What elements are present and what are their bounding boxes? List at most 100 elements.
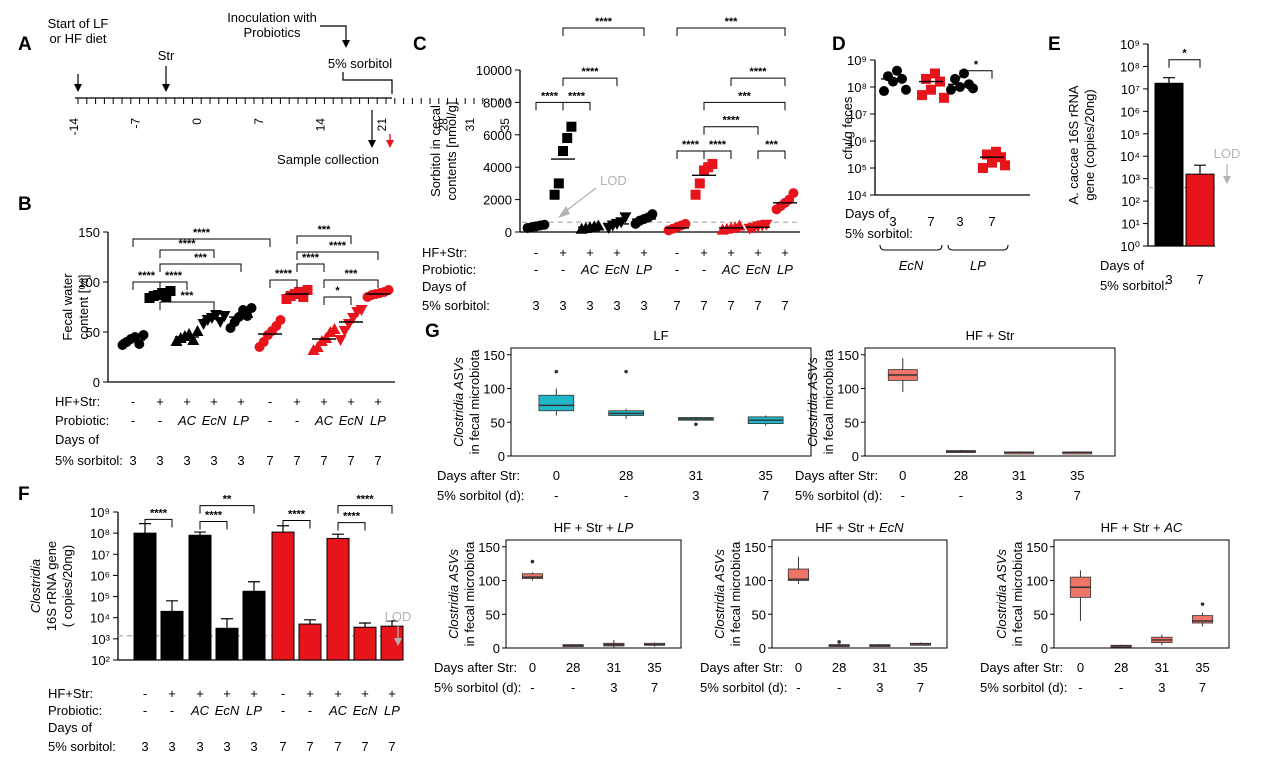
significance-label: **** <box>581 66 599 78</box>
days-value: 3 <box>210 453 217 468</box>
data-point <box>549 189 560 200</box>
data-point <box>647 209 658 220</box>
y-axis-label: cfu/g feces <box>840 96 855 159</box>
significance-label: **** <box>595 16 613 28</box>
days-value: 7 <box>266 453 273 468</box>
sorbitol-day-label: 3 <box>1015 488 1022 503</box>
bar <box>271 531 295 661</box>
x-tick-label: 0 <box>529 660 536 675</box>
bar <box>188 534 212 661</box>
error-bar <box>386 620 398 627</box>
significance-bracket <box>132 281 161 290</box>
probiotic-value: - <box>295 413 299 428</box>
y-tick-label: 10⁸ <box>90 526 110 541</box>
probiotic-value: - <box>675 262 679 277</box>
arrow-sample-d31-head <box>368 140 376 148</box>
x-tick-label: 28 <box>954 468 968 483</box>
panel-letter-f: F <box>18 484 30 505</box>
significance-bracket <box>703 126 759 135</box>
y-tick-label: 10⁴ <box>90 611 110 626</box>
probiotic-value: - <box>170 703 174 718</box>
hfstr-value: + <box>613 245 621 260</box>
y-tick-label: 8000 <box>483 95 512 110</box>
significance-label: **** <box>193 227 211 239</box>
significance-label: *** <box>181 290 195 302</box>
probiotic-value: - <box>143 703 147 718</box>
significance-bracket <box>959 70 993 79</box>
y-axis-label: Clostridia ASVsin fecal microbiota <box>712 541 743 647</box>
significance-label: **** <box>356 494 374 506</box>
significance-bracket <box>132 238 271 247</box>
significance-bracket <box>323 279 379 288</box>
hfstr-value: + <box>374 394 382 409</box>
probiotic-value: LP <box>233 413 249 428</box>
significance-bracket <box>562 27 645 36</box>
panel-letter-e: E <box>1048 34 1061 55</box>
x-tick-label: 35 <box>1070 468 1084 483</box>
bar <box>242 590 266 661</box>
row-label-sorbitol-days: 5% sorbitol (d): <box>434 680 521 695</box>
data-point <box>210 310 223 321</box>
data-point <box>138 330 149 340</box>
days-value: 3 <box>613 298 620 313</box>
data-point <box>302 285 313 295</box>
data-point <box>917 90 927 101</box>
group-bracket-lp <box>947 244 1009 251</box>
bar <box>298 623 322 661</box>
hfstr-value: + <box>183 394 191 409</box>
y-tick-label: 10² <box>91 653 110 668</box>
data-point <box>242 311 253 321</box>
probiotic-value: - <box>268 413 272 428</box>
hfstr-value: + <box>250 686 258 701</box>
significance-label: **** <box>288 508 306 520</box>
data-point <box>760 219 773 231</box>
probiotic-value: EcN <box>215 703 240 718</box>
data-point <box>901 84 911 95</box>
x-tick-label: 0 <box>553 468 560 483</box>
error-bar <box>332 533 344 539</box>
arrow-sample-d35-head <box>386 140 394 148</box>
y-tick-label: 10⁴ <box>1120 149 1140 164</box>
y-tick-label: 150 <box>78 225 100 240</box>
y-tick-label: 50 <box>845 415 859 430</box>
x-tick-label: 0 <box>899 468 906 483</box>
sorbitol-day-label: 7 <box>917 680 924 695</box>
arrow-inoculation-head <box>342 40 350 48</box>
significance-label: **** <box>178 238 196 250</box>
panel-a: A -14 -7 0 7 14 21 28 31 35 Start of LF or HF die… <box>18 10 512 167</box>
days-value: 7 <box>320 453 327 468</box>
y-tick-label: 100 <box>478 574 500 589</box>
panel-letter-c: C <box>413 34 427 55</box>
y-tick-label: 10⁵ <box>90 590 110 605</box>
days-value: 7 <box>754 298 761 313</box>
y-tick-label: 10² <box>1121 194 1140 209</box>
days-value: 3 <box>250 739 257 754</box>
y-axis-label: Sorbitol in cecalcontents [nmol/g] <box>428 102 459 201</box>
significance-bracket <box>159 249 215 258</box>
data-point <box>553 178 564 189</box>
hfstr-value: + <box>361 686 369 701</box>
y-tick-label: 0 <box>505 225 512 240</box>
data-point <box>338 326 351 337</box>
probiotic-value: - <box>281 703 285 718</box>
days-value: 3 <box>223 739 230 754</box>
row-label-days-after: Days after Str: <box>700 660 783 675</box>
data-point <box>161 292 172 302</box>
subplot-frame <box>771 539 948 649</box>
row-label-days-2: 5% sorbitol: <box>1100 278 1168 293</box>
y-tick-label: 0 <box>93 375 100 390</box>
subplot-frame <box>505 539 682 649</box>
row-label-days-2: 5% sorbitol: <box>48 739 116 754</box>
hfstr-value: + <box>223 686 231 701</box>
probiotic-value: AC <box>190 703 210 718</box>
sorbitol-day-label: - <box>959 488 963 503</box>
probiotic-value: LP <box>777 262 793 277</box>
y-tick-label: 50 <box>86 325 100 340</box>
row-label-days-after: Days after Str: <box>434 660 517 675</box>
timeline-tick-label: 7 <box>252 118 266 125</box>
y-tick-label: 100 <box>483 382 505 397</box>
significance-label: **** <box>568 90 586 102</box>
